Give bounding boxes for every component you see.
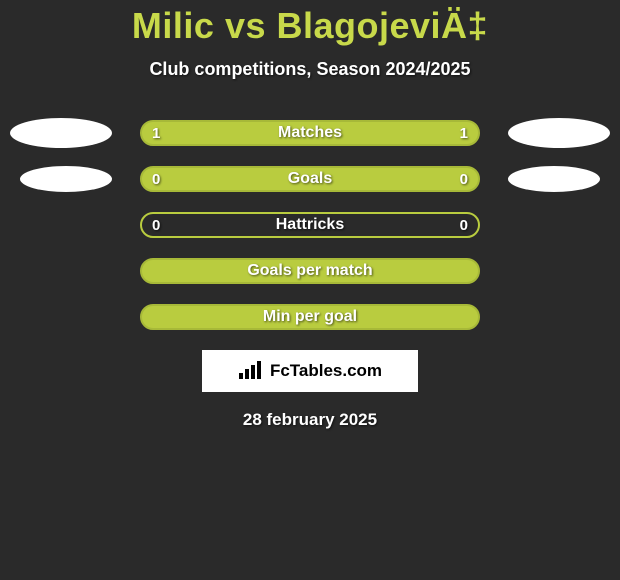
stat-row-hattricks: 0 Hattricks 0 [0, 212, 620, 238]
date-text: 28 february 2025 [0, 410, 620, 430]
stat-bar: Min per goal [140, 304, 480, 330]
stats-area: 1 Matches 1 0 Goals 0 0 Hattricks 0 [0, 120, 620, 330]
stat-row-goals: 0 Goals 0 [0, 166, 620, 192]
brand-badge: FcTables.com [202, 350, 418, 392]
stat-label: Hattricks [276, 216, 344, 234]
bars-icon [238, 361, 264, 381]
stat-bar: Goals per match [140, 258, 480, 284]
comparison-card: Milic vs BlagojeviÄ‡ Club competitions, … [0, 0, 620, 580]
player-left-marker [20, 166, 112, 192]
subtitle: Club competitions, Season 2024/2025 [0, 59, 620, 80]
stat-value-left: 1 [152, 125, 160, 142]
stat-bar: 0 Goals 0 [140, 166, 480, 192]
stat-value-right: 0 [460, 217, 468, 234]
stat-label: Matches [278, 124, 342, 142]
brand-text: FcTables.com [270, 361, 382, 381]
stat-bar: 1 Matches 1 [140, 120, 480, 146]
player-left-marker [10, 118, 112, 148]
stat-value-right: 0 [460, 171, 468, 188]
stat-label: Min per goal [263, 308, 357, 326]
page-title: Milic vs BlagojeviÄ‡ [0, 5, 620, 47]
player-right-marker [508, 118, 610, 148]
stat-row-matches: 1 Matches 1 [0, 120, 620, 146]
stat-label: Goals [288, 170, 332, 188]
stat-value-left: 0 [152, 171, 160, 188]
stat-value-right: 1 [460, 125, 468, 142]
stat-row-gpm: Goals per match [0, 258, 620, 284]
stat-label: Goals per match [247, 262, 372, 280]
stat-value-left: 0 [152, 217, 160, 234]
player-right-marker [508, 166, 600, 192]
stat-bar: 0 Hattricks 0 [140, 212, 480, 238]
stat-row-mpg: Min per goal [0, 304, 620, 330]
